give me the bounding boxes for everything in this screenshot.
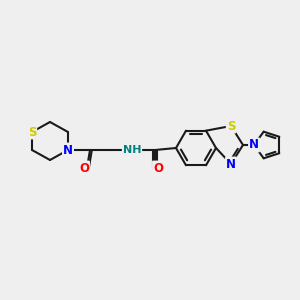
Text: O: O: [153, 161, 163, 175]
Text: NH: NH: [123, 145, 141, 155]
Text: S: S: [28, 125, 36, 139]
Text: N: N: [63, 143, 73, 157]
Text: N: N: [249, 139, 259, 152]
Text: N: N: [226, 158, 236, 170]
Text: S: S: [227, 119, 235, 133]
Text: O: O: [79, 161, 89, 175]
